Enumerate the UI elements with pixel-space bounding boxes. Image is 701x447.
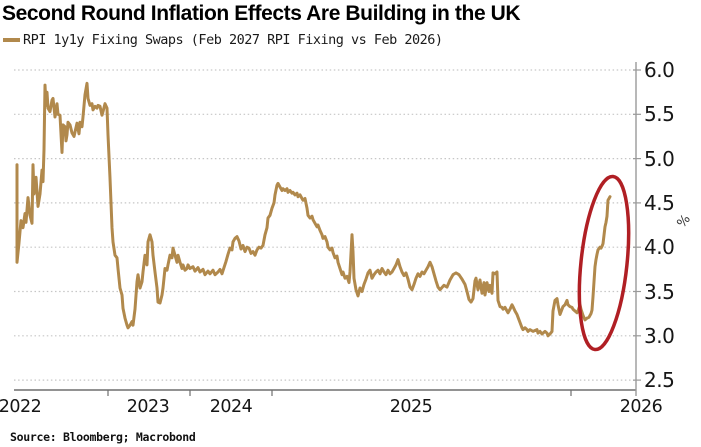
x-tick-label: 2025 <box>389 397 433 417</box>
y-tick-label: 4.5 <box>644 190 675 215</box>
y-tick-label: 6.0 <box>644 58 675 82</box>
x-tick-label: 2023 <box>126 397 170 417</box>
x-tick-label: 2026 <box>619 397 663 417</box>
x-tick-label: 2024 <box>209 397 253 417</box>
data-line-rpi-swaps <box>15 81 612 338</box>
y-tick-label: 4.0 <box>644 235 675 260</box>
y-tick-label: 5.5 <box>644 102 675 127</box>
highlight-ellipse-annotation <box>577 174 631 352</box>
x-tick-label: 2022 <box>0 397 42 417</box>
y-tick-label: 5.0 <box>644 146 675 171</box>
y-tick-label: 2.5 <box>644 368 675 393</box>
chart-title: Second Round Inflation Effects Are Build… <box>2 2 521 25</box>
source-attribution: Source: Bloomberg; Macrobond <box>10 430 196 444</box>
y-tick-label: 3.5 <box>644 279 675 304</box>
legend: RPI 1y1y Fixing Swaps (Feb 2027 RPI Fixi… <box>3 32 443 48</box>
y-tick-label: 3.0 <box>644 323 675 348</box>
legend-label: RPI 1y1y Fixing Swaps (Feb 2027 RPI Fixi… <box>23 32 443 48</box>
legend-line-swatch-icon <box>3 38 20 42</box>
